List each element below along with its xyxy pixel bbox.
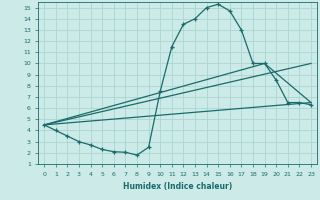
X-axis label: Humidex (Indice chaleur): Humidex (Indice chaleur) bbox=[123, 182, 232, 191]
